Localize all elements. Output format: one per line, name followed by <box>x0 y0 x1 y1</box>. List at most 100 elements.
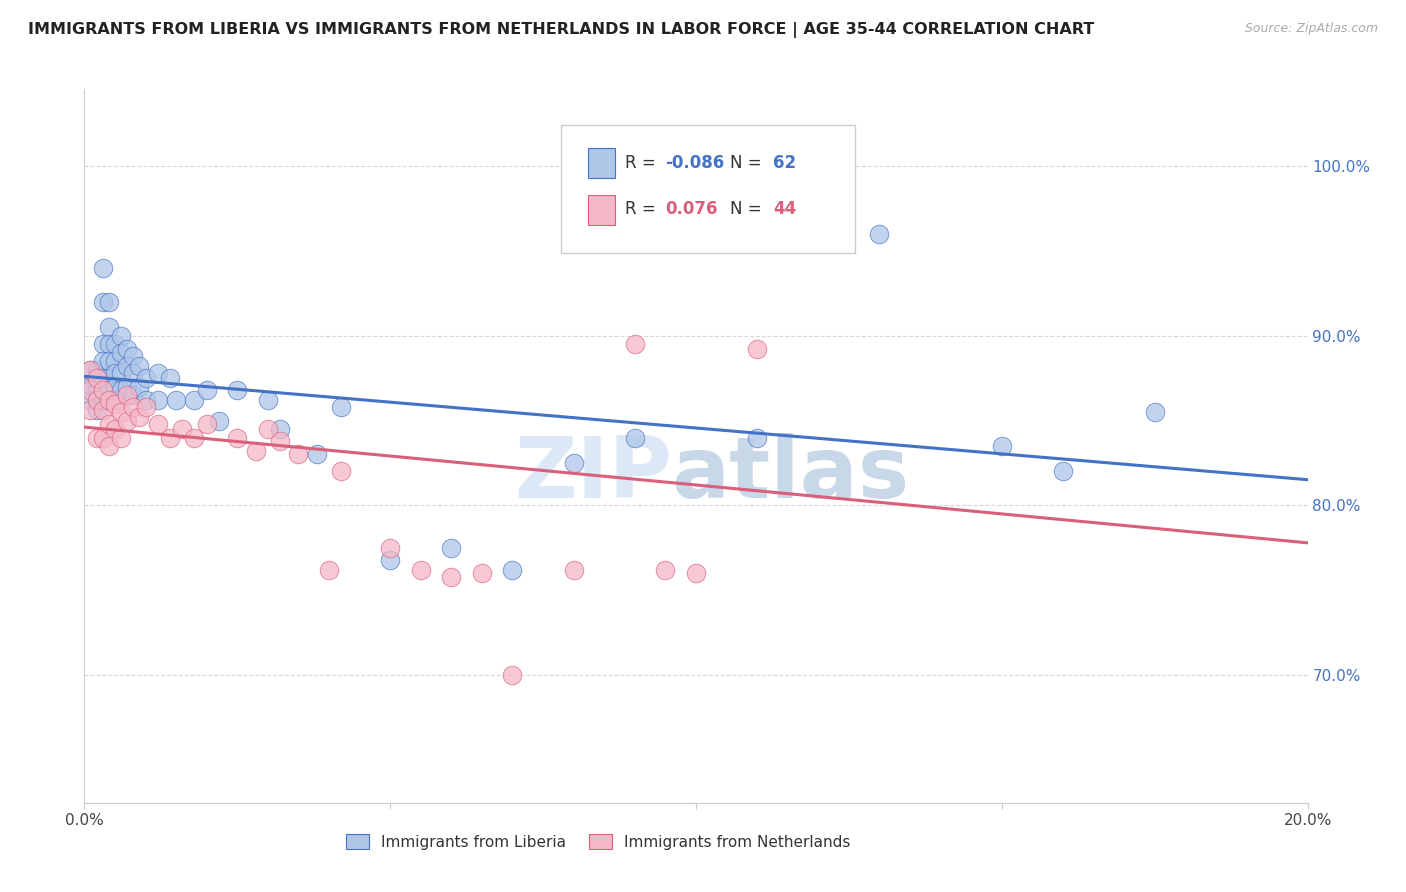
Point <box>104 422 127 436</box>
Point <box>380 553 402 567</box>
Point <box>624 430 647 444</box>
Text: -0.086: -0.086 <box>665 153 724 171</box>
Point <box>79 403 101 417</box>
Point <box>97 383 120 397</box>
Point <box>195 417 218 431</box>
Point <box>115 342 138 356</box>
Point <box>122 349 145 363</box>
Point <box>79 383 101 397</box>
Point <box>115 413 138 427</box>
Point <box>79 393 101 408</box>
Point <box>183 430 205 444</box>
Point <box>869 227 891 241</box>
Point <box>110 345 132 359</box>
Point <box>79 362 101 376</box>
Point <box>330 465 353 479</box>
Point <box>502 563 524 577</box>
FancyBboxPatch shape <box>588 194 616 225</box>
Point <box>97 393 120 408</box>
Point <box>86 430 108 444</box>
Point <box>269 434 291 448</box>
Point <box>97 371 120 385</box>
Point <box>269 422 291 436</box>
Point <box>257 393 280 408</box>
Text: Source: ZipAtlas.com: Source: ZipAtlas.com <box>1244 22 1378 36</box>
Point <box>104 337 127 351</box>
Point <box>195 383 218 397</box>
Point <box>86 393 108 408</box>
Point <box>91 354 114 368</box>
Legend: Immigrants from Liberia, Immigrants from Netherlands: Immigrants from Liberia, Immigrants from… <box>340 828 856 855</box>
Text: R =: R = <box>626 200 666 218</box>
Point <box>146 366 169 380</box>
Point <box>1143 405 1166 419</box>
Point <box>128 379 150 393</box>
Point <box>183 393 205 408</box>
Point <box>97 354 120 368</box>
Point <box>115 388 138 402</box>
FancyBboxPatch shape <box>588 148 616 178</box>
Point <box>128 359 150 373</box>
Point <box>86 362 108 376</box>
Point <box>115 359 138 373</box>
Point <box>471 566 494 581</box>
Point <box>562 456 585 470</box>
Point <box>91 260 114 275</box>
Text: 62: 62 <box>773 153 796 171</box>
Point <box>122 388 145 402</box>
Point <box>685 566 707 581</box>
Text: 0.076: 0.076 <box>665 200 718 218</box>
Point <box>654 563 676 577</box>
Text: N =: N = <box>730 200 768 218</box>
Point <box>110 328 132 343</box>
Point <box>86 403 108 417</box>
Point <box>226 430 249 444</box>
Point <box>110 405 132 419</box>
Point <box>146 393 169 408</box>
Point <box>97 417 120 431</box>
Point <box>624 337 647 351</box>
FancyBboxPatch shape <box>561 125 855 253</box>
Point <box>110 366 132 380</box>
Point <box>562 563 585 577</box>
Point <box>91 383 114 397</box>
Point <box>110 383 132 397</box>
Point <box>208 413 231 427</box>
Point <box>104 354 127 368</box>
Point <box>747 430 769 444</box>
Point <box>128 410 150 425</box>
Point <box>97 337 120 351</box>
Point <box>807 159 830 173</box>
Point <box>122 366 145 380</box>
Point <box>86 371 108 385</box>
Point <box>91 371 114 385</box>
Point <box>226 383 249 397</box>
Point <box>79 379 101 393</box>
Point <box>97 294 120 309</box>
Text: N =: N = <box>730 153 768 171</box>
Point <box>135 393 157 408</box>
Point <box>165 393 187 408</box>
Point <box>330 400 353 414</box>
Point <box>115 379 138 393</box>
Point <box>122 400 145 414</box>
Point <box>172 422 194 436</box>
Point <box>440 541 463 555</box>
Point <box>380 541 402 555</box>
Point <box>104 396 127 410</box>
Text: atlas: atlas <box>672 433 910 516</box>
Point <box>747 342 769 356</box>
Point <box>110 430 132 444</box>
Point <box>91 393 114 408</box>
Text: ZIP: ZIP <box>513 433 672 516</box>
Point <box>409 563 432 577</box>
Point <box>146 417 169 431</box>
Point <box>104 379 127 393</box>
Point <box>79 362 101 376</box>
Point <box>159 430 181 444</box>
Point <box>86 393 108 408</box>
Point <box>91 337 114 351</box>
Text: R =: R = <box>626 153 661 171</box>
Text: IMMIGRANTS FROM LIBERIA VS IMMIGRANTS FROM NETHERLANDS IN LABOR FORCE | AGE 35-4: IMMIGRANTS FROM LIBERIA VS IMMIGRANTS FR… <box>28 22 1094 38</box>
Text: 44: 44 <box>773 200 796 218</box>
